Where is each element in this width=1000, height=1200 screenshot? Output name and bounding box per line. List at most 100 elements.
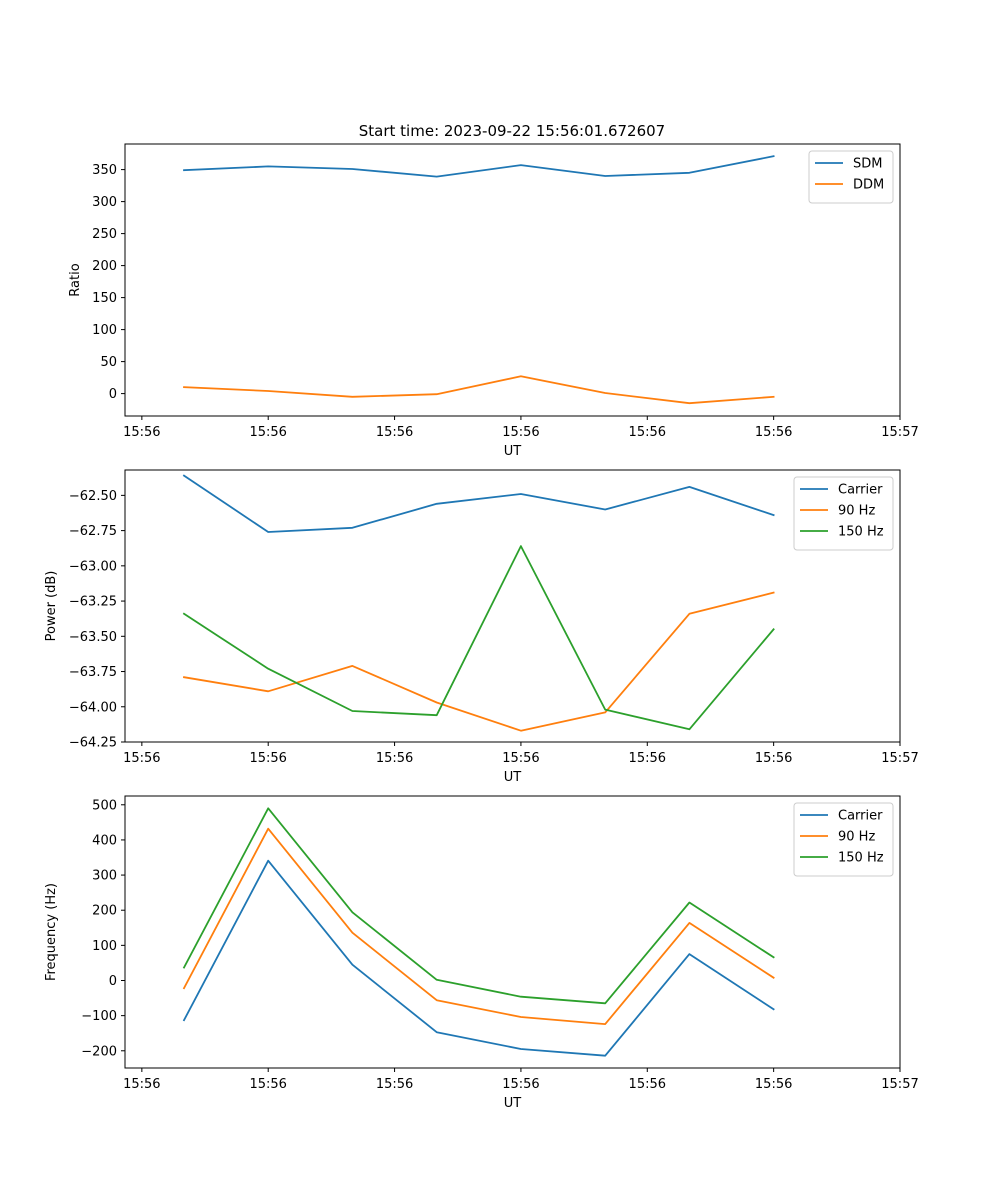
y-tick-label: 0 [109,387,117,402]
x-axis-label: UT [504,444,522,459]
x-tick-label: 15:56 [376,751,413,766]
y-tick-label: 400 [92,833,117,848]
x-tick: 15:56 [502,1068,540,1092]
x-tick: 15:56 [629,416,666,440]
y-tick-label: −64.25 [69,736,117,751]
x-tick: 15:56 [249,742,287,766]
figure-title: Start time: 2023-09-22 15:56:01.672607 [359,122,665,140]
y-tick-label: 500 [92,798,117,813]
axes-frame [124,469,901,743]
y-tick-label: −63.00 [69,559,117,574]
y-axis-label: Frequency (Hz) [44,883,59,981]
y-tick: −62.75 [69,524,125,539]
y-tick-label: −63.75 [69,665,117,680]
x-tick: 15:56 [502,416,540,440]
x-tick-label: 15:56 [629,1077,666,1092]
y-axis-label: Ratio [68,263,83,296]
y-tick: 0 [109,387,125,402]
y-tick-label: −200 [81,1044,117,1059]
x-tick-label: 15:57 [881,1077,918,1092]
x-axis-label: UT [504,1096,522,1111]
y-tick-label: 300 [92,869,117,884]
panel-1: 15:56 15:56 15:56 15:56 15:56 15:56 15:57 0 50 10… [68,143,919,459]
y-tick-label: 350 [92,163,117,178]
legend-label: DDM [853,178,884,193]
series-line-carrier [182,859,775,1057]
y-tick-label: 50 [100,355,117,370]
y-tick-label: 100 [92,323,117,338]
x-tick-label: 15:56 [629,751,666,766]
x-tick-label: 15:56 [502,1077,539,1092]
x-tick-label: 15:56 [502,751,539,766]
y-tick: 300 [92,195,125,210]
legend-label: 90 Hz [838,504,875,519]
y-tick: 400 [92,833,125,848]
x-tick: 15:56 [629,742,666,766]
x-tick: 15:56 [376,416,413,440]
series-line-carrier [182,474,775,533]
x-tick-label: 15:56 [755,1077,792,1092]
series-line-90-hz [182,827,775,1025]
x-tick: 15:56 [502,742,540,766]
legend: SDM DDM [808,150,894,204]
legend: Carrier 90 Hz 150 Hz [793,476,894,551]
x-tick: 15:56 [249,1068,287,1092]
x-tick: 15:56 [755,1068,792,1092]
legend-entry: Carrier [800,809,883,824]
x-tick-label: 15:56 [376,1077,413,1092]
y-tick-label: 100 [92,939,117,954]
y-tick: −62.50 [69,489,125,504]
legend-entry: 150 Hz [800,525,884,540]
y-tick-label: −62.75 [69,524,117,539]
x-tick-label: 15:56 [249,425,286,440]
legend-entry: 90 Hz [800,830,875,845]
x-tick-label: 15:56 [629,425,666,440]
x-tick: 15:56 [123,416,161,440]
y-tick: −100 [81,1009,125,1024]
y-tick-label: 200 [92,904,117,919]
series-line-sdm [183,155,775,178]
x-tick: 15:56 [755,416,792,440]
y-tick: 0 [109,974,125,989]
y-axis-label: Power (dB) [44,571,59,642]
x-tick: 15:56 [376,1068,413,1092]
x-tick-label: 15:57 [881,425,918,440]
y-tick: 350 [92,163,125,178]
y-tick: −63.25 [69,595,125,610]
y-tick: −200 [81,1044,125,1059]
y-tick: 150 [92,291,125,306]
y-tick-label: 0 [109,974,117,989]
x-tick-label: 15:56 [123,425,160,440]
x-tick-label: 15:56 [123,751,160,766]
axes-frame [124,143,901,417]
x-tick: 15:57 [881,742,919,766]
legend-box [808,150,894,204]
x-tick: 15:56 [376,742,413,766]
y-tick: 500 [92,798,125,813]
y-tick: −63.00 [69,559,125,574]
legend-label: SDM [853,157,882,172]
x-tick: 15:56 [123,742,161,766]
y-tick: 50 [100,355,125,370]
x-tick-label: 15:56 [249,751,286,766]
x-tick-label: 15:56 [123,1077,160,1092]
y-tick-label: 150 [92,291,117,306]
y-tick-label: −62.50 [69,489,117,504]
y-tick: 100 [92,323,125,338]
x-tick: 15:56 [123,1068,161,1092]
series-line-150-hz [182,545,775,731]
legend-entry: 150 Hz [800,851,884,866]
series-line-ddm [183,375,775,405]
y-tick: 100 [92,939,125,954]
legend-entry: Carrier [800,483,883,498]
y-tick-label: −64.00 [69,700,117,715]
series-line-90-hz [182,591,775,732]
series-line-150-hz [182,807,775,1005]
x-tick-label: 15:57 [881,751,918,766]
y-tick-label: 300 [92,195,117,210]
x-tick: 15:57 [881,416,919,440]
x-axis-label: UT [504,770,522,785]
panel-2: 15:56 15:56 15:56 15:56 15:56 15:56 15:57 −64.2… [44,469,919,785]
x-tick-label: 15:56 [376,425,413,440]
